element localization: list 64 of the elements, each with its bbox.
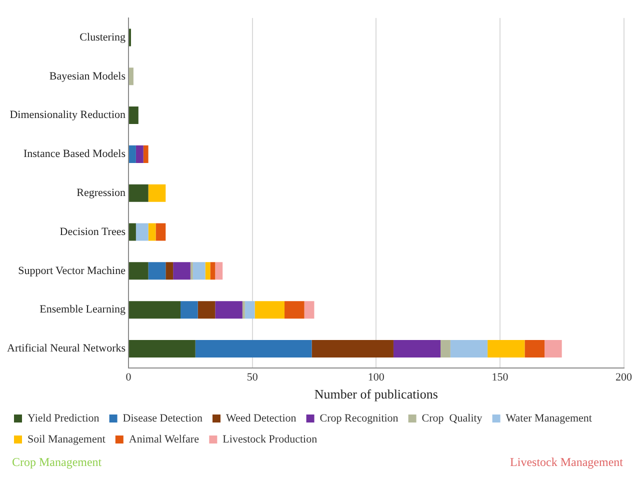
bar — [524, 340, 545, 358]
legend-label: Livestock Production — [222, 433, 318, 446]
bar — [190, 262, 193, 280]
y-tick-label: Decision Trees — [60, 226, 126, 238]
bar — [129, 262, 148, 280]
text: Crop Management — [12, 455, 102, 470]
bar — [129, 68, 134, 86]
y-tick-label: Instance Based Models — [23, 148, 126, 160]
y-tick-label: Regression — [76, 186, 126, 199]
bar — [544, 340, 562, 358]
bar — [488, 340, 525, 358]
bar — [192, 262, 206, 280]
x-axis-title: Number of publications — [314, 386, 438, 402]
bar — [244, 301, 255, 319]
bar — [205, 262, 210, 280]
legend-label: Crop Recognition — [320, 412, 399, 424]
legend-label: Soil Management — [28, 433, 106, 446]
bar — [312, 340, 394, 358]
bar — [148, 223, 156, 241]
bar — [198, 301, 216, 319]
y-tick-label: Clustering — [80, 31, 126, 44]
bar — [129, 340, 196, 358]
legend-label: Water Management — [506, 412, 592, 424]
bar — [129, 106, 138, 124]
bar — [143, 145, 148, 163]
legend-label: Crop Quality — [422, 412, 483, 424]
bar — [173, 262, 190, 280]
legend-label: Animal Welfare — [128, 433, 200, 446]
bar — [129, 145, 136, 163]
bar — [148, 262, 166, 280]
x-tick-label: 0 — [126, 372, 132, 384]
x-tick-label: 150 — [492, 372, 509, 384]
bar — [129, 223, 136, 241]
legend-label: Weed Detection — [226, 412, 297, 424]
bar — [210, 262, 216, 280]
legend-label: Yield Prediction — [28, 412, 100, 424]
bar — [136, 145, 144, 163]
bar — [304, 301, 314, 319]
bar — [450, 340, 488, 358]
bar — [215, 301, 242, 319]
bar — [254, 301, 285, 319]
y-tick-label: Bayesian Models — [49, 70, 126, 82]
bar — [148, 184, 166, 202]
text: Livestock Management — [510, 455, 623, 470]
bar — [129, 301, 181, 319]
x-tick-label: 100 — [368, 372, 385, 384]
bar — [156, 223, 166, 241]
bar — [166, 262, 174, 280]
y-tick-label: Support Vector Machine — [18, 264, 126, 277]
bar — [284, 301, 304, 319]
y-tick-label: Artificial Neural Networks — [7, 342, 126, 355]
bar — [440, 340, 450, 358]
bar — [393, 340, 441, 358]
bar — [136, 223, 148, 241]
y-tick-label: Ensemble Learning — [40, 304, 126, 316]
bar — [180, 301, 198, 319]
x-tick-label: 50 — [246, 372, 258, 384]
x-tick-label: 200 — [616, 372, 632, 384]
bar — [242, 301, 245, 319]
y-tick-label: Dimensionality Reduction — [10, 109, 126, 122]
legend-label: Disease Detection — [122, 412, 204, 424]
bar — [215, 262, 223, 280]
bar — [129, 184, 148, 202]
bar — [195, 340, 312, 358]
